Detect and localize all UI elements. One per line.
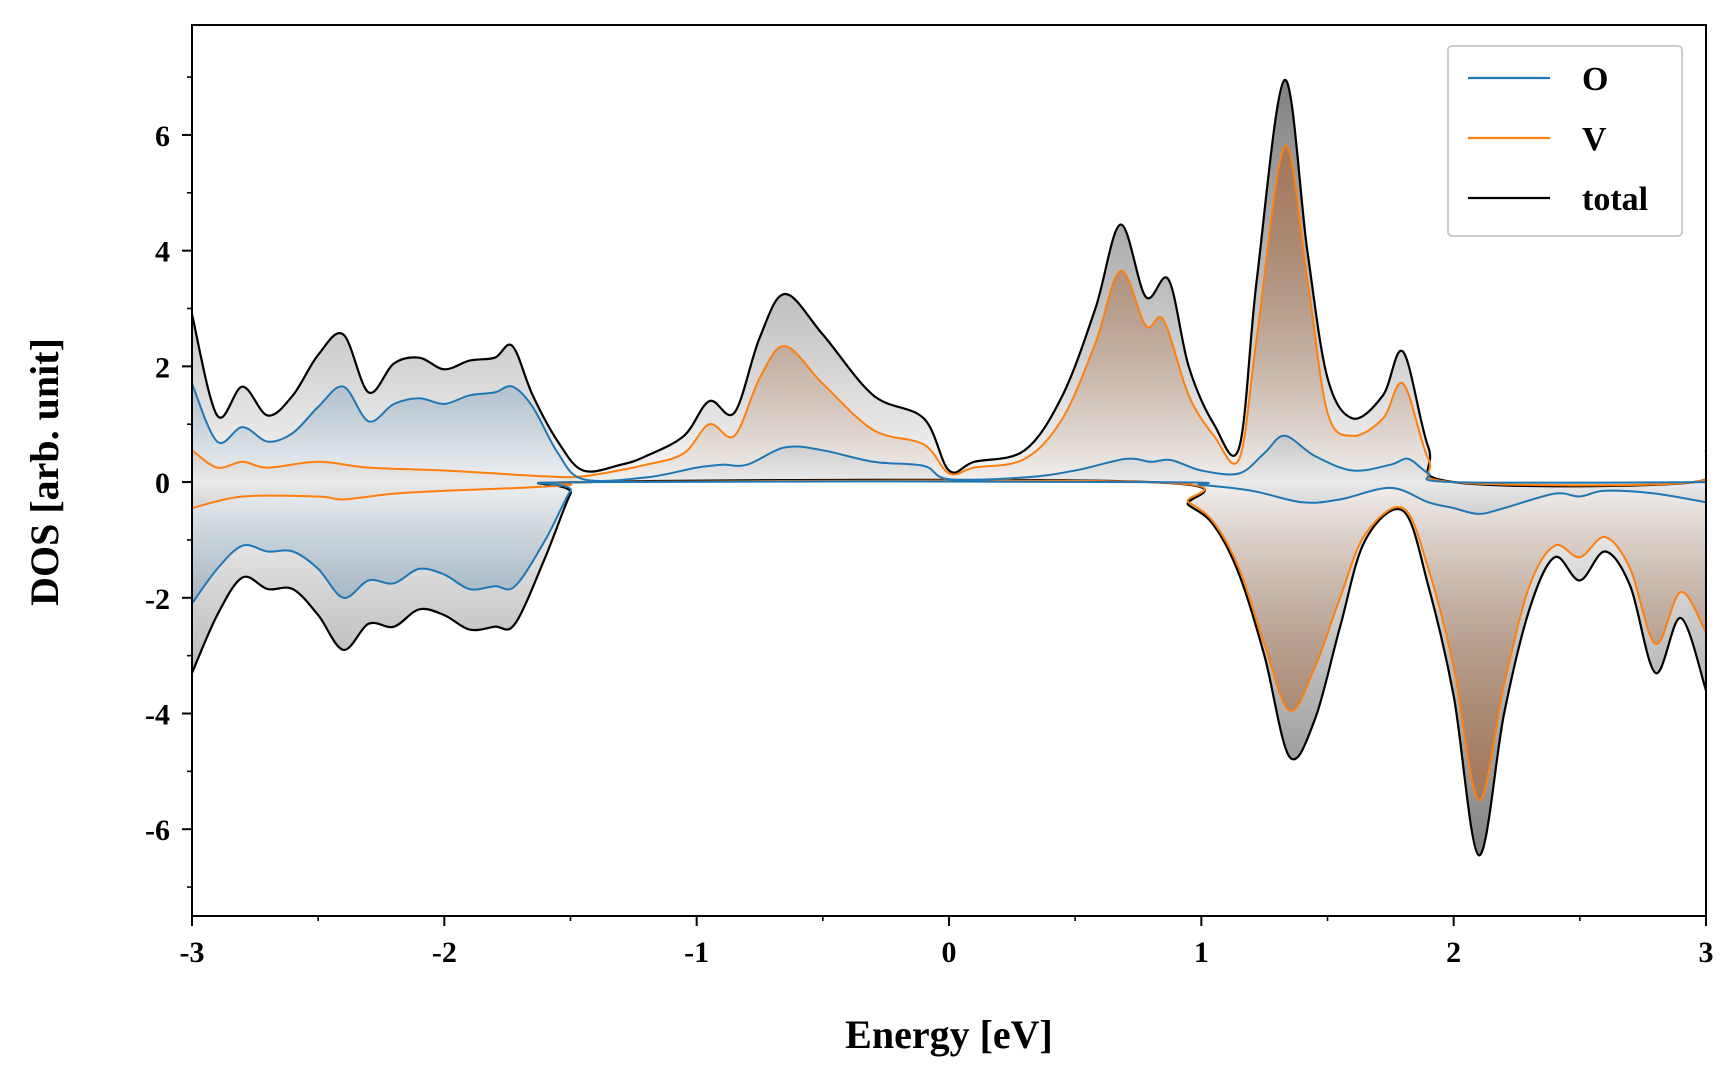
y-tick-label: 6 (155, 120, 170, 153)
line-o-up (192, 383, 1706, 484)
y-tick-label: 4 (155, 236, 170, 269)
fill-v-down (192, 480, 1706, 801)
x-tick-label: 0 (942, 936, 957, 969)
x-tick-label: -1 (684, 936, 709, 969)
line-o-down (192, 480, 1706, 605)
legend-label-total: total (1582, 181, 1648, 218)
y-axis-label: DOS [arb. unit] (22, 338, 67, 606)
fill-total-up (192, 79, 1706, 487)
axes: -3 -2 -1 0 1 2 3 -6 -4 -2 0 2 4 6 (145, 24, 1714, 969)
x-tick-label: -2 (432, 936, 457, 969)
fill-o-up (192, 383, 1706, 483)
legend-box (1447, 45, 1683, 237)
legend-label-v: V (1582, 121, 1607, 158)
y-tick-label: -4 (145, 699, 170, 732)
line-v-up (192, 145, 1706, 487)
y-tick-label: -6 (145, 814, 170, 847)
line-total-down (192, 478, 1706, 857)
x-tick-label: 2 (1446, 936, 1461, 969)
x-tick-label: 3 (1699, 936, 1714, 969)
fill-layer (192, 79, 1706, 856)
line-total-up (192, 78, 1706, 488)
x-axis-label: Energy [eV] (845, 1012, 1053, 1057)
x-tick-label: 1 (1194, 936, 1209, 969)
x-tick-label: -3 (180, 936, 205, 969)
y-tick-label: 0 (155, 467, 170, 500)
y-tick-label: -2 (145, 583, 170, 616)
line-layer (192, 78, 1706, 857)
legend-label-o: O (1582, 61, 1608, 98)
line-v-down (192, 479, 1706, 802)
y-tick-label: 2 (155, 351, 170, 384)
